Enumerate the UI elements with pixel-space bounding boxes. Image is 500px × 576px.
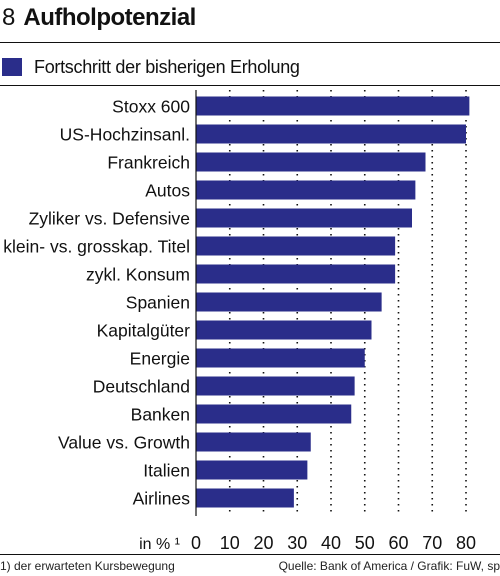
bar-7 <box>196 292 382 312</box>
legend-swatch <box>2 58 22 76</box>
category-label-6: zykl. Konsum <box>86 265 190 285</box>
bar-0 <box>196 96 470 116</box>
category-label-13: Italien <box>143 461 190 481</box>
x-tick-label-40: 40 <box>321 533 341 553</box>
category-label-5: klein- vs. grosskap. Titel <box>3 237 190 257</box>
legend-rule <box>0 85 500 86</box>
x-tick-label-80: 80 <box>456 533 476 553</box>
bar-1 <box>196 124 466 144</box>
x-tick-label-70: 70 <box>422 533 442 553</box>
x-tick-label-30: 30 <box>287 533 307 553</box>
x-tick-label-60: 60 <box>388 533 408 553</box>
footnote: 1) der erwarteten Kursbewegung <box>0 559 175 573</box>
x-tick-label-20: 20 <box>253 533 273 553</box>
bar-14 <box>196 488 294 508</box>
category-label-7: Spanien <box>126 293 190 313</box>
bar-12 <box>196 432 311 452</box>
chart-header: 8 Aufholpotenzial <box>0 4 196 38</box>
x-tick-label-0: 0 <box>191 533 201 553</box>
figure-number: 8 <box>2 4 16 31</box>
x-axis-label: in % ¹ <box>139 536 180 553</box>
category-label-14: Airlines <box>133 489 191 509</box>
legend: Fortschritt der bisherigen Erholung <box>0 55 300 79</box>
bar-11 <box>196 404 352 424</box>
source-credit: Quelle: Bank of America / Grafik: FuW, s… <box>278 559 500 573</box>
category-label-3: Autos <box>145 181 190 201</box>
category-label-4: Zyliker vs. Defensive <box>29 209 190 229</box>
category-label-12: Value vs. Growth <box>58 433 190 453</box>
chart-title: Aufholpotenzial <box>23 4 196 31</box>
category-label-10: Deutschland <box>93 377 190 397</box>
bar-4 <box>196 208 412 228</box>
bar-6 <box>196 264 396 284</box>
legend-label: Fortschritt der bisherigen Erholung <box>34 56 300 77</box>
x-tick-label-10: 10 <box>220 533 240 553</box>
category-label-11: Banken <box>131 405 190 425</box>
bar-9 <box>196 348 365 368</box>
x-tick-label-50: 50 <box>355 533 375 553</box>
bar-10 <box>196 376 355 396</box>
top-rule <box>0 42 500 43</box>
footer-rule <box>0 554 500 555</box>
category-label-1: US-Hochzinsanl. <box>60 125 190 145</box>
bar-3 <box>196 180 416 200</box>
category-label-8: Kapitalgüter <box>97 321 191 341</box>
category-label-9: Energie <box>130 349 190 369</box>
bar-5 <box>196 236 396 256</box>
category-label-0: Stoxx 600 <box>112 97 190 117</box>
bar-2 <box>196 152 426 172</box>
category-label-2: Frankreich <box>107 153 190 173</box>
bar-8 <box>196 320 372 340</box>
bar-13 <box>196 460 308 480</box>
